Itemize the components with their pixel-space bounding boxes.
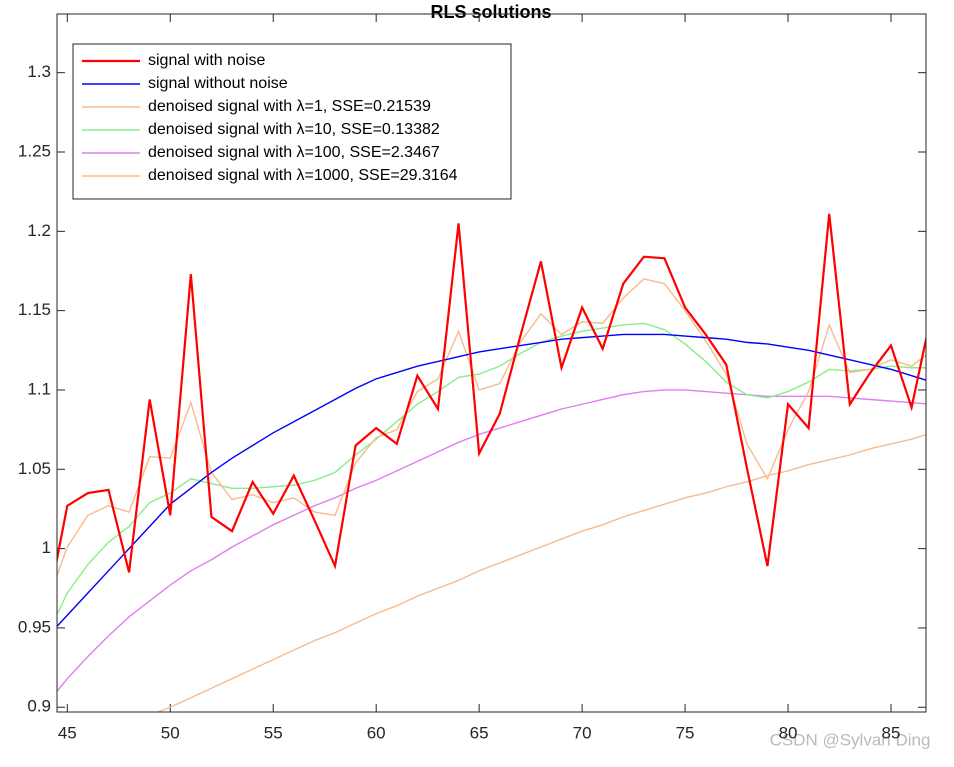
x-tick-label: 65 — [470, 723, 489, 742]
y-tick-label: 0.9 — [27, 697, 51, 716]
axes-box — [56, 13, 927, 713]
y-tick-label: 1.25 — [18, 141, 51, 160]
legend-label: denoised signal with λ=1000, SSE=29.3164 — [148, 167, 458, 184]
legend-box — [72, 43, 512, 200]
x-tick-label: 85 — [882, 723, 901, 742]
y-tick-label: 1 — [42, 538, 51, 557]
legend-label: denoised signal with λ=100, SSE=2.3467 — [148, 144, 440, 161]
x-tick-label: 70 — [573, 723, 592, 742]
watermark: CSDN @Sylvan Ding — [770, 730, 931, 749]
legend-label: signal with noise — [148, 52, 266, 69]
legend-label: denoised signal with λ=10, SSE=0.13382 — [148, 121, 440, 138]
y-tick-label: 0.95 — [18, 617, 51, 636]
x-tick-label: 50 — [161, 723, 180, 742]
y-tick-label: 1.2 — [27, 221, 51, 240]
chart-title: RLS solutions — [431, 2, 552, 22]
y-tick-label: 1.3 — [27, 62, 51, 81]
series-line — [57, 213, 926, 573]
x-tick-label: 60 — [367, 723, 386, 742]
x-tick-label: 75 — [676, 723, 695, 742]
y-tick-label: 1.15 — [18, 300, 51, 319]
plot-lines — [57, 213, 926, 712]
series-line — [155, 433, 926, 712]
series-line — [57, 322, 926, 617]
y-tick-label: 1.1 — [27, 379, 51, 398]
x-tick-label: 80 — [779, 723, 798, 742]
x-tick-label: 45 — [58, 723, 77, 742]
series-line — [57, 333, 926, 628]
legend-label: signal without noise — [148, 75, 288, 92]
y-tick-label: 1.05 — [18, 459, 51, 478]
x-tick-label: 55 — [264, 723, 283, 742]
legend-label: denoised signal with λ=1, SSE=0.21539 — [148, 98, 431, 115]
